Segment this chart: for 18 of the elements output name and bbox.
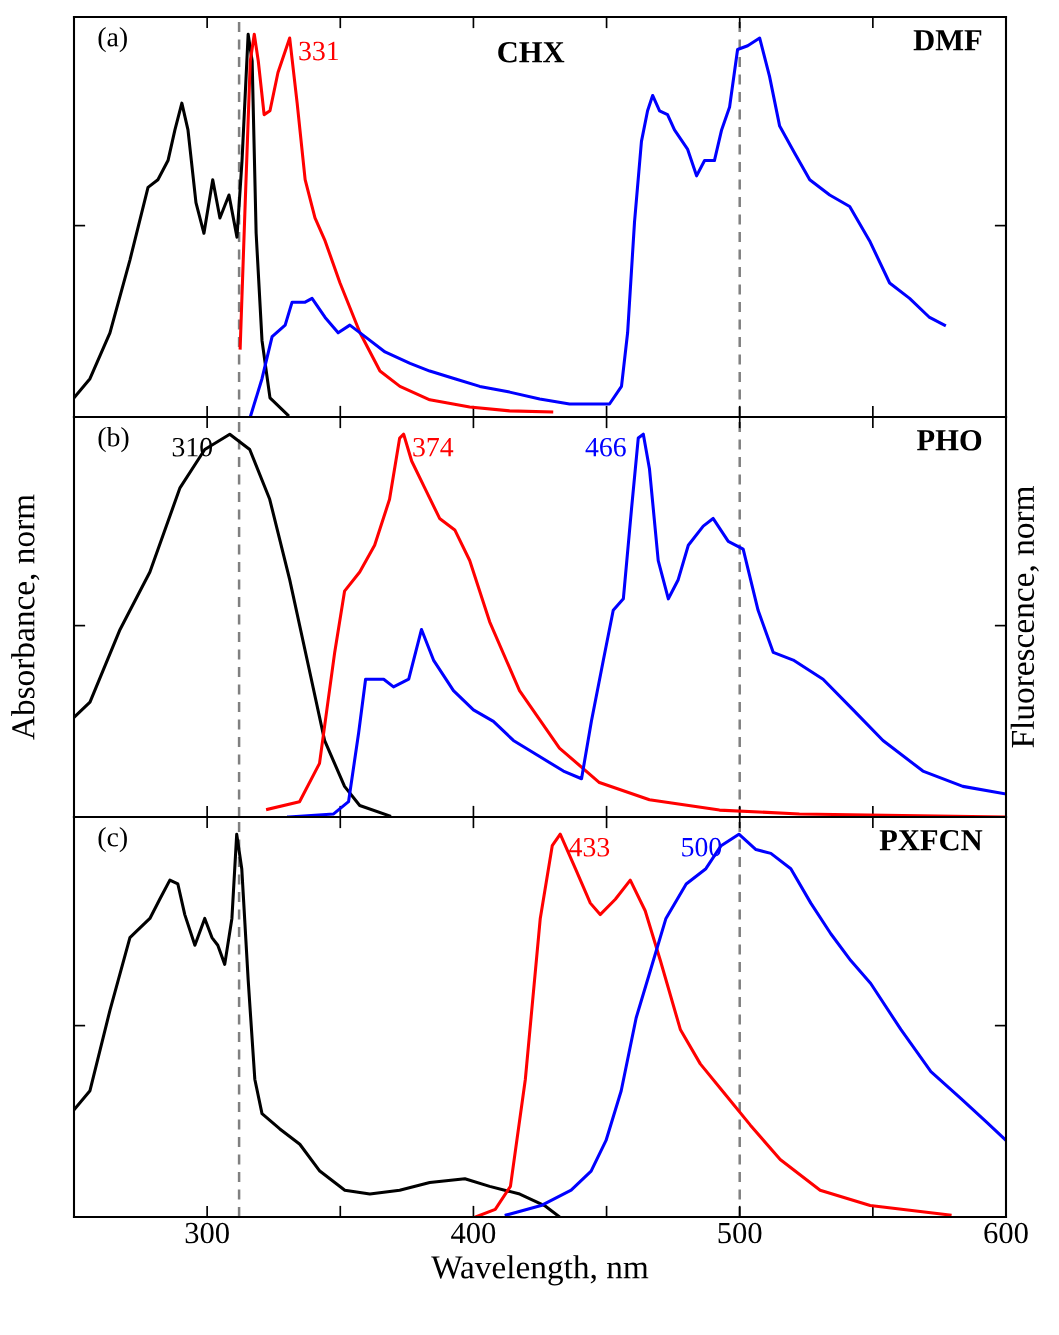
x-tick-label: 500 [718,1222,762,1244]
y2-axis-title: Fluorescence, norm [1010,486,1039,748]
annotation: 466 [585,437,626,457]
annotation: 433 [569,837,610,857]
annotation: (b) [98,427,129,453]
y-axis-title: Absorbance, norm [11,494,40,740]
annotation: (a) [98,27,127,53]
x-tick-label: 400 [451,1222,496,1244]
annotation: PHO [917,429,982,451]
annotation: PXFCN [879,829,983,851]
x-tick-label: 300 [185,1222,229,1244]
annotation: DMF [913,30,982,51]
annotation: (c) [98,827,127,853]
annotation: CHX [498,41,565,63]
annotation: 374 [413,437,454,457]
x-axis-title: Wavelength, nm [431,1255,649,1286]
x-tick-label: 600 [984,1222,1028,1244]
annotation: 331 [299,41,339,61]
